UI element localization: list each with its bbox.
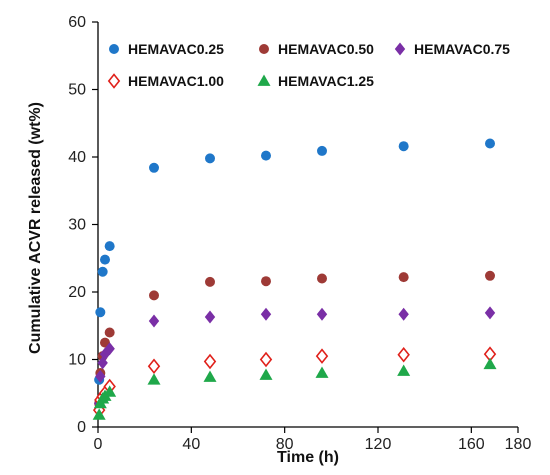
data-point: [259, 351, 273, 368]
y-tick-label: 10: [68, 352, 86, 369]
data-point: [484, 306, 496, 320]
data-point: [104, 342, 115, 356]
data-point: [398, 141, 409, 152]
y-tick-label: 20: [68, 284, 86, 301]
legend-item: HEMAVAC0.50: [259, 41, 374, 57]
legend-marker: [109, 44, 119, 54]
series-hemavac0-25: [94, 138, 495, 385]
x-tick-label: 120: [365, 436, 392, 453]
series-hemavac0-50: [94, 270, 495, 409]
data-point: [97, 266, 108, 277]
axis-ticks: 0 10 20 30 40 50 60 0 40 80 120 160 180: [68, 14, 531, 453]
legend-label: HEMAVAC0.75: [414, 41, 510, 57]
data-point: [260, 307, 272, 321]
data-point: [261, 276, 271, 287]
data-point: [261, 150, 271, 161]
data-point: [315, 366, 329, 378]
y-tick-label: 0: [77, 419, 86, 436]
legend-marker: [107, 73, 121, 89]
data-point: [316, 307, 328, 321]
legend-marker: [394, 42, 406, 56]
data-point: [148, 314, 160, 328]
legend-label: HEMAVAC1.00: [128, 73, 224, 89]
legend-label: HEMAVAC0.50: [278, 41, 374, 57]
legend-label: HEMAVAC0.25: [128, 41, 224, 57]
data-point: [317, 273, 327, 284]
y-tick-label: 50: [68, 82, 86, 99]
data-point: [104, 241, 115, 252]
data-point: [95, 307, 106, 318]
data-point: [149, 290, 159, 301]
x-tick-label: 180: [505, 436, 532, 453]
data-point: [204, 310, 216, 324]
data-point: [205, 153, 215, 164]
legend-item: HEMAVAC1.25: [257, 73, 374, 89]
data-point: [103, 385, 117, 397]
y-tick-label: 60: [68, 14, 86, 31]
legend-item: HEMAVAC0.25: [109, 41, 224, 57]
data-point: [483, 357, 497, 370]
data-point: [147, 358, 161, 375]
data-point: [92, 408, 106, 420]
data-point: [398, 307, 409, 321]
data-point: [315, 348, 329, 364]
legend: HEMAVAC0.25 HEMAVAC0.50 HEMAVAC0.75 HEMAVAC…: [107, 41, 510, 89]
data-point: [485, 138, 495, 149]
data-point: [259, 368, 273, 380]
data-point: [147, 373, 161, 385]
data-point: [397, 364, 411, 376]
data-point: [149, 162, 159, 173]
legend-label: HEMAVAC1.25: [278, 73, 374, 89]
data-point: [100, 254, 110, 265]
data-point: [203, 370, 217, 382]
x-tick-label: 80: [276, 436, 294, 453]
x-axis-title: Time (h): [277, 449, 339, 466]
series-hemavac1-25: [92, 357, 497, 420]
x-tick-label: 160: [458, 436, 485, 453]
series-hemavac0-75: [93, 306, 496, 410]
data-points: [92, 138, 497, 420]
data-point: [205, 276, 215, 287]
legend-marker: [259, 44, 269, 54]
x-tick-label: 0: [94, 436, 103, 453]
data-point: [317, 145, 327, 156]
data-point: [203, 353, 217, 370]
data-point: [397, 346, 410, 363]
data-point: [97, 356, 108, 370]
data-point: [104, 327, 115, 338]
x-tick-label: 40: [182, 436, 200, 453]
legend-item: HEMAVAC1.00: [107, 73, 224, 89]
legend-item: HEMAVAC0.75: [394, 41, 510, 57]
data-point: [398, 272, 409, 283]
y-tick-label: 30: [68, 217, 86, 234]
y-tick-label: 40: [68, 149, 86, 166]
data-point: [95, 369, 106, 383]
data-point: [485, 270, 495, 281]
y-axis-title: Cumulative ACVR released (wt%): [27, 102, 44, 354]
legend-marker: [257, 74, 271, 86]
